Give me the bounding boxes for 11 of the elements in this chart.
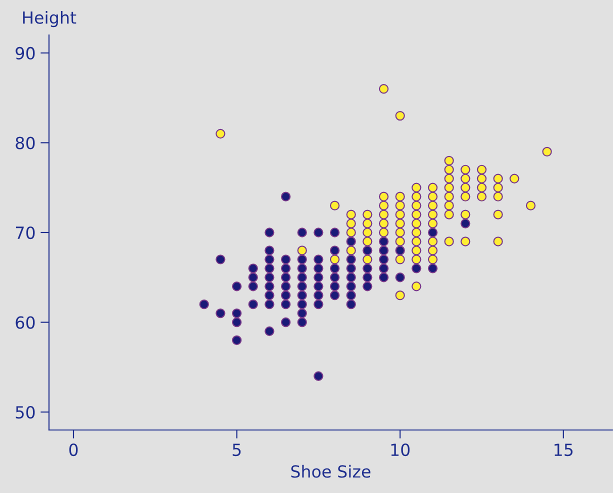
y-tick-label: 90 (16, 46, 35, 60)
y-tick-label: 50 (16, 406, 35, 419)
x-tick-label: 15 (554, 444, 573, 456)
y-tick-label: 60 (16, 316, 35, 329)
x-tick-label: 10 (391, 443, 410, 456)
x-tick-label: 0 (69, 443, 78, 456)
x-tick-label: 5 (232, 444, 241, 456)
y-axis-title: Height (23, 10, 76, 28)
y-tick-label: 70 (16, 226, 35, 240)
x-axis-title: Shoe Size (291, 464, 370, 478)
y-tick-label: 80 (16, 136, 35, 150)
